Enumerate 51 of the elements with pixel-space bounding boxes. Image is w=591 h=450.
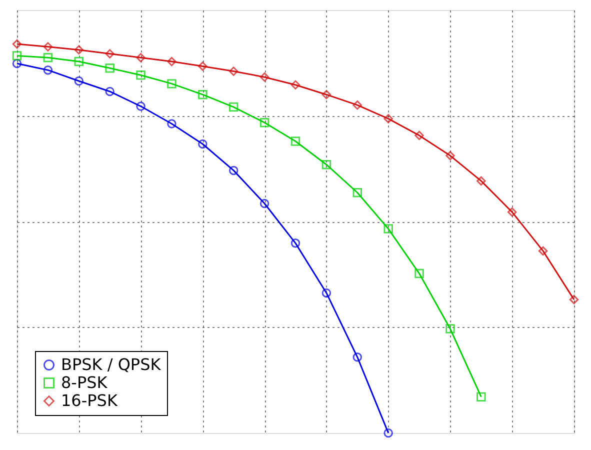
point	[507, 207, 517, 217]
point	[198, 139, 208, 149]
point	[12, 51, 22, 60]
point	[105, 64, 114, 73]
point	[260, 198, 270, 208]
point	[198, 90, 208, 100]
point	[136, 70, 146, 80]
legend-label: 16-PSK	[61, 391, 118, 410]
point	[384, 224, 393, 234]
point	[322, 288, 332, 298]
point	[136, 53, 146, 62]
point	[260, 72, 270, 82]
point	[74, 45, 84, 54]
point	[446, 151, 455, 160]
point	[228, 166, 238, 176]
point	[322, 160, 332, 170]
point	[446, 324, 455, 334]
point	[136, 102, 146, 111]
point	[167, 79, 176, 88]
point	[538, 246, 548, 256]
point	[476, 176, 486, 186]
point	[105, 49, 114, 58]
point	[43, 53, 53, 62]
point	[290, 136, 300, 146]
point	[43, 65, 53, 75]
legend-label: 8-PSK	[61, 373, 108, 392]
point	[476, 392, 486, 402]
point	[384, 114, 393, 124]
point	[228, 102, 238, 112]
legend-label: BPSK / QPSK	[61, 355, 162, 374]
point	[290, 238, 300, 248]
point	[414, 130, 424, 140]
point	[74, 76, 84, 86]
point	[569, 294, 579, 304]
point	[198, 62, 208, 71]
point	[384, 428, 393, 438]
point	[12, 39, 22, 49]
point	[167, 119, 176, 128]
point	[228, 66, 238, 76]
point	[352, 352, 362, 362]
point	[43, 42, 53, 52]
point	[352, 100, 362, 110]
point	[12, 58, 22, 68]
point	[290, 80, 300, 90]
point	[167, 56, 176, 66]
point	[414, 268, 424, 278]
point	[352, 188, 362, 198]
point	[74, 56, 84, 66]
point	[322, 90, 332, 100]
point	[105, 86, 114, 96]
point	[260, 118, 270, 128]
